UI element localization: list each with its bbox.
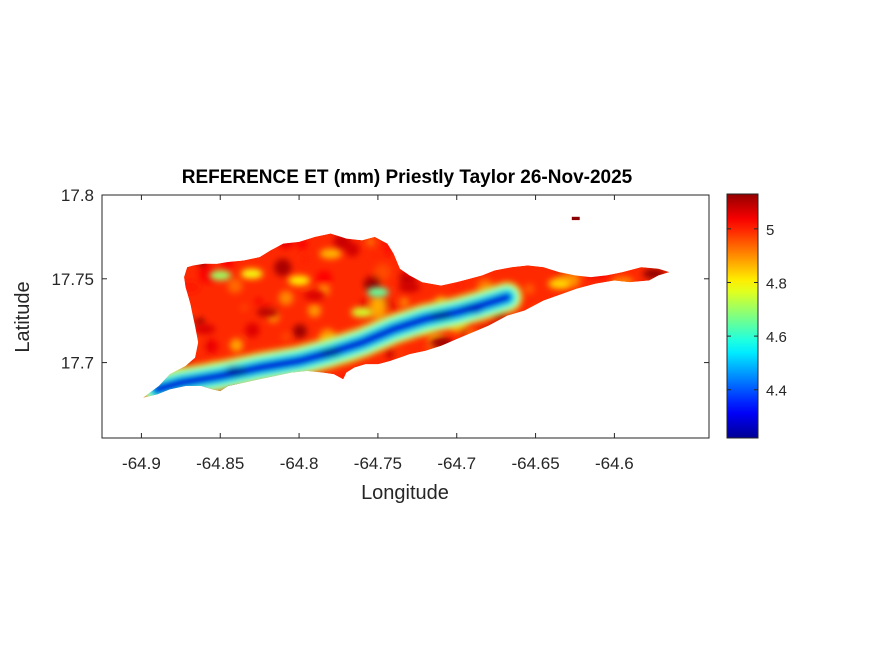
y-axis-label: Latitude <box>12 281 34 352</box>
et-features <box>143 248 665 398</box>
et-texture-cell <box>370 250 382 262</box>
et-texture-cell <box>370 296 386 312</box>
et-texture-cell <box>524 283 535 295</box>
x-tick-label: -64.8 <box>280 454 319 473</box>
et-texture-cell <box>366 237 375 246</box>
et-cell <box>256 307 279 318</box>
x-tick-label: -64.7 <box>437 454 476 473</box>
x-axis: -64.9 -64.85 -64.8 -64.75 -64.7 -64.65 -64.6 <box>122 195 634 473</box>
x-tick-label: -64.85 <box>196 454 244 473</box>
colorbar-tick-label: 4.8 <box>766 275 787 292</box>
et-texture-cell <box>244 322 260 338</box>
y-tick-label: 17.8 <box>61 186 94 205</box>
plot-frame <box>101 194 710 439</box>
et-texture-cell <box>196 317 205 326</box>
chart-title: REFERENCE ET (mm) Priestly Taylor 26-Nov… <box>182 167 633 188</box>
et-texture-cell <box>198 266 217 284</box>
et-cell <box>225 366 247 376</box>
low-band-core <box>151 291 513 395</box>
x-axis-label: Longitude <box>361 482 449 504</box>
et-cell <box>548 278 571 289</box>
et-field <box>143 233 670 398</box>
et-cell <box>366 287 389 298</box>
et-texture-cell <box>390 302 398 310</box>
x-tick-label: -64.6 <box>595 454 634 473</box>
et-cell <box>240 268 263 279</box>
islet <box>571 216 580 221</box>
et-texture-cell <box>281 333 290 341</box>
et-cell <box>319 347 342 358</box>
et-texture-cell <box>360 299 370 309</box>
et-cell <box>209 270 232 281</box>
et-texture-cell <box>307 304 321 318</box>
et-cell <box>398 282 421 293</box>
et-texture-cell <box>453 281 461 289</box>
et-cell <box>303 290 326 301</box>
x-tick-label: -64.9 <box>122 454 161 473</box>
x-tick-label: -64.75 <box>354 454 402 473</box>
colorbar-tick-label: 4.6 <box>766 329 787 346</box>
et-texture-cell <box>385 349 395 359</box>
colorbar-tick-label: 4.4 <box>766 383 787 400</box>
et-texture-cell <box>399 297 409 307</box>
colorbar-ticks: 4.4 4.6 4.8 5 <box>727 222 787 400</box>
et-texture-cell <box>345 242 360 257</box>
et-texture-cell <box>273 258 292 277</box>
et-texture-cell <box>374 263 392 281</box>
et-texture-cell <box>366 275 374 283</box>
et-cell <box>461 304 484 314</box>
colorbar: 4.4 4.6 4.8 5 <box>726 193 787 439</box>
et-texture-cell <box>316 270 332 287</box>
et-texture-cell <box>227 278 243 294</box>
et-cell <box>193 324 216 335</box>
et-texture-cell <box>278 290 294 306</box>
et-cell <box>319 248 342 259</box>
et-texture-cell <box>299 253 312 266</box>
x-tick-label: -64.65 <box>511 454 559 473</box>
colorbar-bar <box>726 193 759 439</box>
y-tick-label: 17.75 <box>51 270 94 289</box>
et-texture-cell <box>240 304 248 311</box>
heatmap-layer <box>143 216 670 398</box>
et-texture-cell <box>254 297 263 305</box>
plot-area: -64.9 -64.85 -64.8 -64.75 -64.7 -64.65 -64.6 1… <box>51 186 710 473</box>
et-cell <box>351 307 374 318</box>
et-cell <box>430 310 452 321</box>
et-texture-cell <box>203 339 219 354</box>
y-tick-label: 17.7 <box>61 354 94 373</box>
et-texture-cell <box>205 355 213 363</box>
y-axis: 17.7 17.75 17.8 <box>51 186 709 373</box>
et-texture-cell <box>229 338 243 352</box>
et-texture-cell <box>378 247 386 255</box>
et-cell <box>288 275 311 286</box>
colorbar-tick-label: 5 <box>766 222 774 239</box>
et-texture-cell <box>292 324 307 339</box>
